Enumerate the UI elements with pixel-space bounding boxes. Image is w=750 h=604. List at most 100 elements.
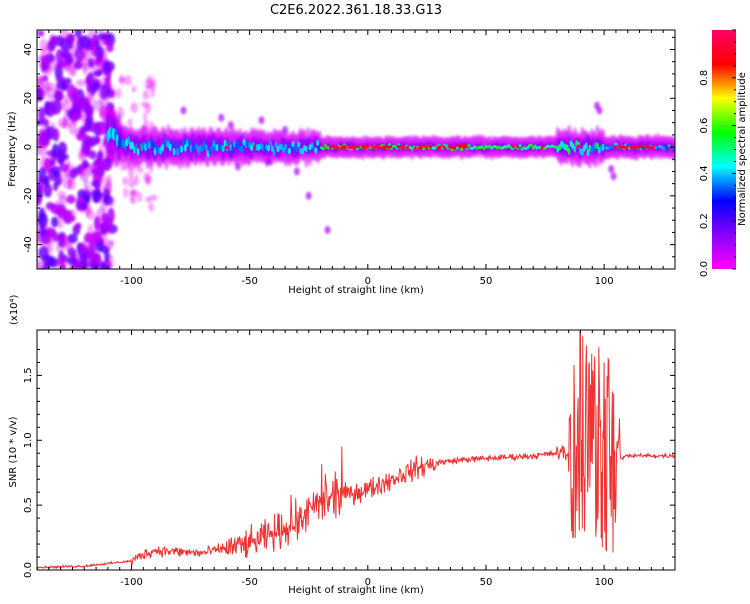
spectrogram-cell [106,174,112,186]
snr-x-tick-label: 100 [595,577,614,588]
spectrogram-cell [74,222,82,230]
spectrogram-cell [64,56,75,65]
spectrogram-cell [52,182,59,192]
spectrogram-cell [323,144,327,148]
spectrogram-cell [102,185,109,197]
spectrogram-cell [61,77,72,85]
spectrogram-cell [68,33,74,50]
spectrogram-cell [580,148,584,156]
spectrogram-cell [210,145,214,153]
spectrogram-cell [240,145,244,153]
spectrogram-cell [102,38,113,47]
spectrogram-cell [314,147,318,154]
spectrogram-cell [116,87,122,99]
spectrogram-cell [529,143,533,147]
spectrogram-cell [86,72,95,88]
snr-ticks: -100 -50 0 50 100 0.0 0.5 1.0 1.5 [23,330,676,588]
spectrogram-cell [596,106,603,115]
spectrogram-cell [43,79,50,95]
spectrogram-cell [596,142,599,150]
spectrogram-cell [103,61,115,72]
spectrogram-cell [467,143,471,148]
spectrogram-cell [47,243,54,254]
spectrogram-cell [200,144,204,153]
snr-line-area [37,330,675,570]
spectrogram-y-tick-label: 0 [23,144,34,150]
spectrogram-cell [73,166,82,176]
spectrogram-y-tick-label: 20 [23,92,34,105]
spectrogram-cell [586,149,590,156]
spectrogram-cell [127,118,133,127]
spectrogram-cell [75,79,87,87]
spectrogram-cell [88,150,97,160]
snr-x-tick-label: 0 [365,577,371,588]
spectrogram-cell [610,172,617,181]
spectrogram-cell [81,138,92,154]
spectrogram-cell [149,78,157,87]
spectrogram-cell [656,147,660,151]
spectrogram-cell [488,144,492,148]
spectrogram-cell [258,116,265,125]
spectrogram-cell [101,176,107,184]
spectrogram-cell [41,118,50,127]
spectrogram-cell [234,162,241,171]
spectrogram-cell [62,99,71,113]
snr-y-tick-label: 0.0 [23,562,34,578]
spectrogram-cell [393,144,397,148]
spectrogram-cell [49,122,56,135]
spectrogram-cell [118,74,125,85]
colorbar-ticks: 0.0 0.2 0.4 0.6 0.8 [699,29,736,277]
snr-y-tick-label: 1.0 [23,432,34,448]
spectrogram-cell [93,235,103,243]
spectrogram-cell [665,147,669,152]
spectrogram-cell [180,106,187,115]
spectrogram-cell [204,144,208,152]
spectrogram-cell [531,146,535,150]
spectrogram-cell [573,145,577,153]
colorbar-tick-label: 0.8 [699,70,710,86]
spectrogram-cell [611,145,615,150]
spectrogram-cell [297,141,301,148]
spectrogram-cell [316,139,320,146]
spectrogram-cell [267,145,271,152]
spectrogram-cell [265,157,272,166]
spectrogram-cell [129,189,135,202]
spectrogram-cell [69,209,77,222]
spectrogram-cell [91,179,101,189]
spectrogram-cell [87,58,95,68]
spectrogram-cell [90,253,102,265]
spectrogram-cell [37,30,45,37]
spectrogram-cell [227,121,234,130]
spectrogram-cell [269,140,272,147]
spectrogram-cell [108,160,114,169]
spectrogram-cell [136,147,140,156]
spectrogram-cell [584,142,588,150]
spectrogram-cell [287,147,291,155]
spectrogram-cell [128,176,136,189]
spectrogram-cell [664,144,667,149]
spectrogram-cell [87,30,97,38]
spectrogram-cell [67,233,78,244]
spectrogram-cell [199,152,206,161]
spectrogram-cell [567,147,571,155]
spectrogram-cell [82,203,88,211]
spectrogram-cell [221,145,225,153]
spectrogram-cell [81,161,90,169]
spectrogram-cell [57,219,64,229]
spectrogram-cell [318,144,322,151]
spectrogram-cell [44,104,51,114]
spectrogram-cell [79,264,87,269]
spectrogram-cell [79,252,88,264]
spectrogram-cell [37,229,42,245]
spectrogram-cell [482,147,486,151]
spectrogram-cell [662,146,666,151]
spectrogram-cell [46,227,54,243]
spectrogram-cell [104,249,110,263]
spectrogram-heatmap [37,30,675,269]
spectrogram-cell [37,260,46,269]
snr-panel: -100 -50 0 50 100 0.0 0.5 1.0 1.5 Height of stra… [8,294,676,596]
spectrogram-cell [79,35,91,50]
spectrogram-cell [120,161,126,172]
